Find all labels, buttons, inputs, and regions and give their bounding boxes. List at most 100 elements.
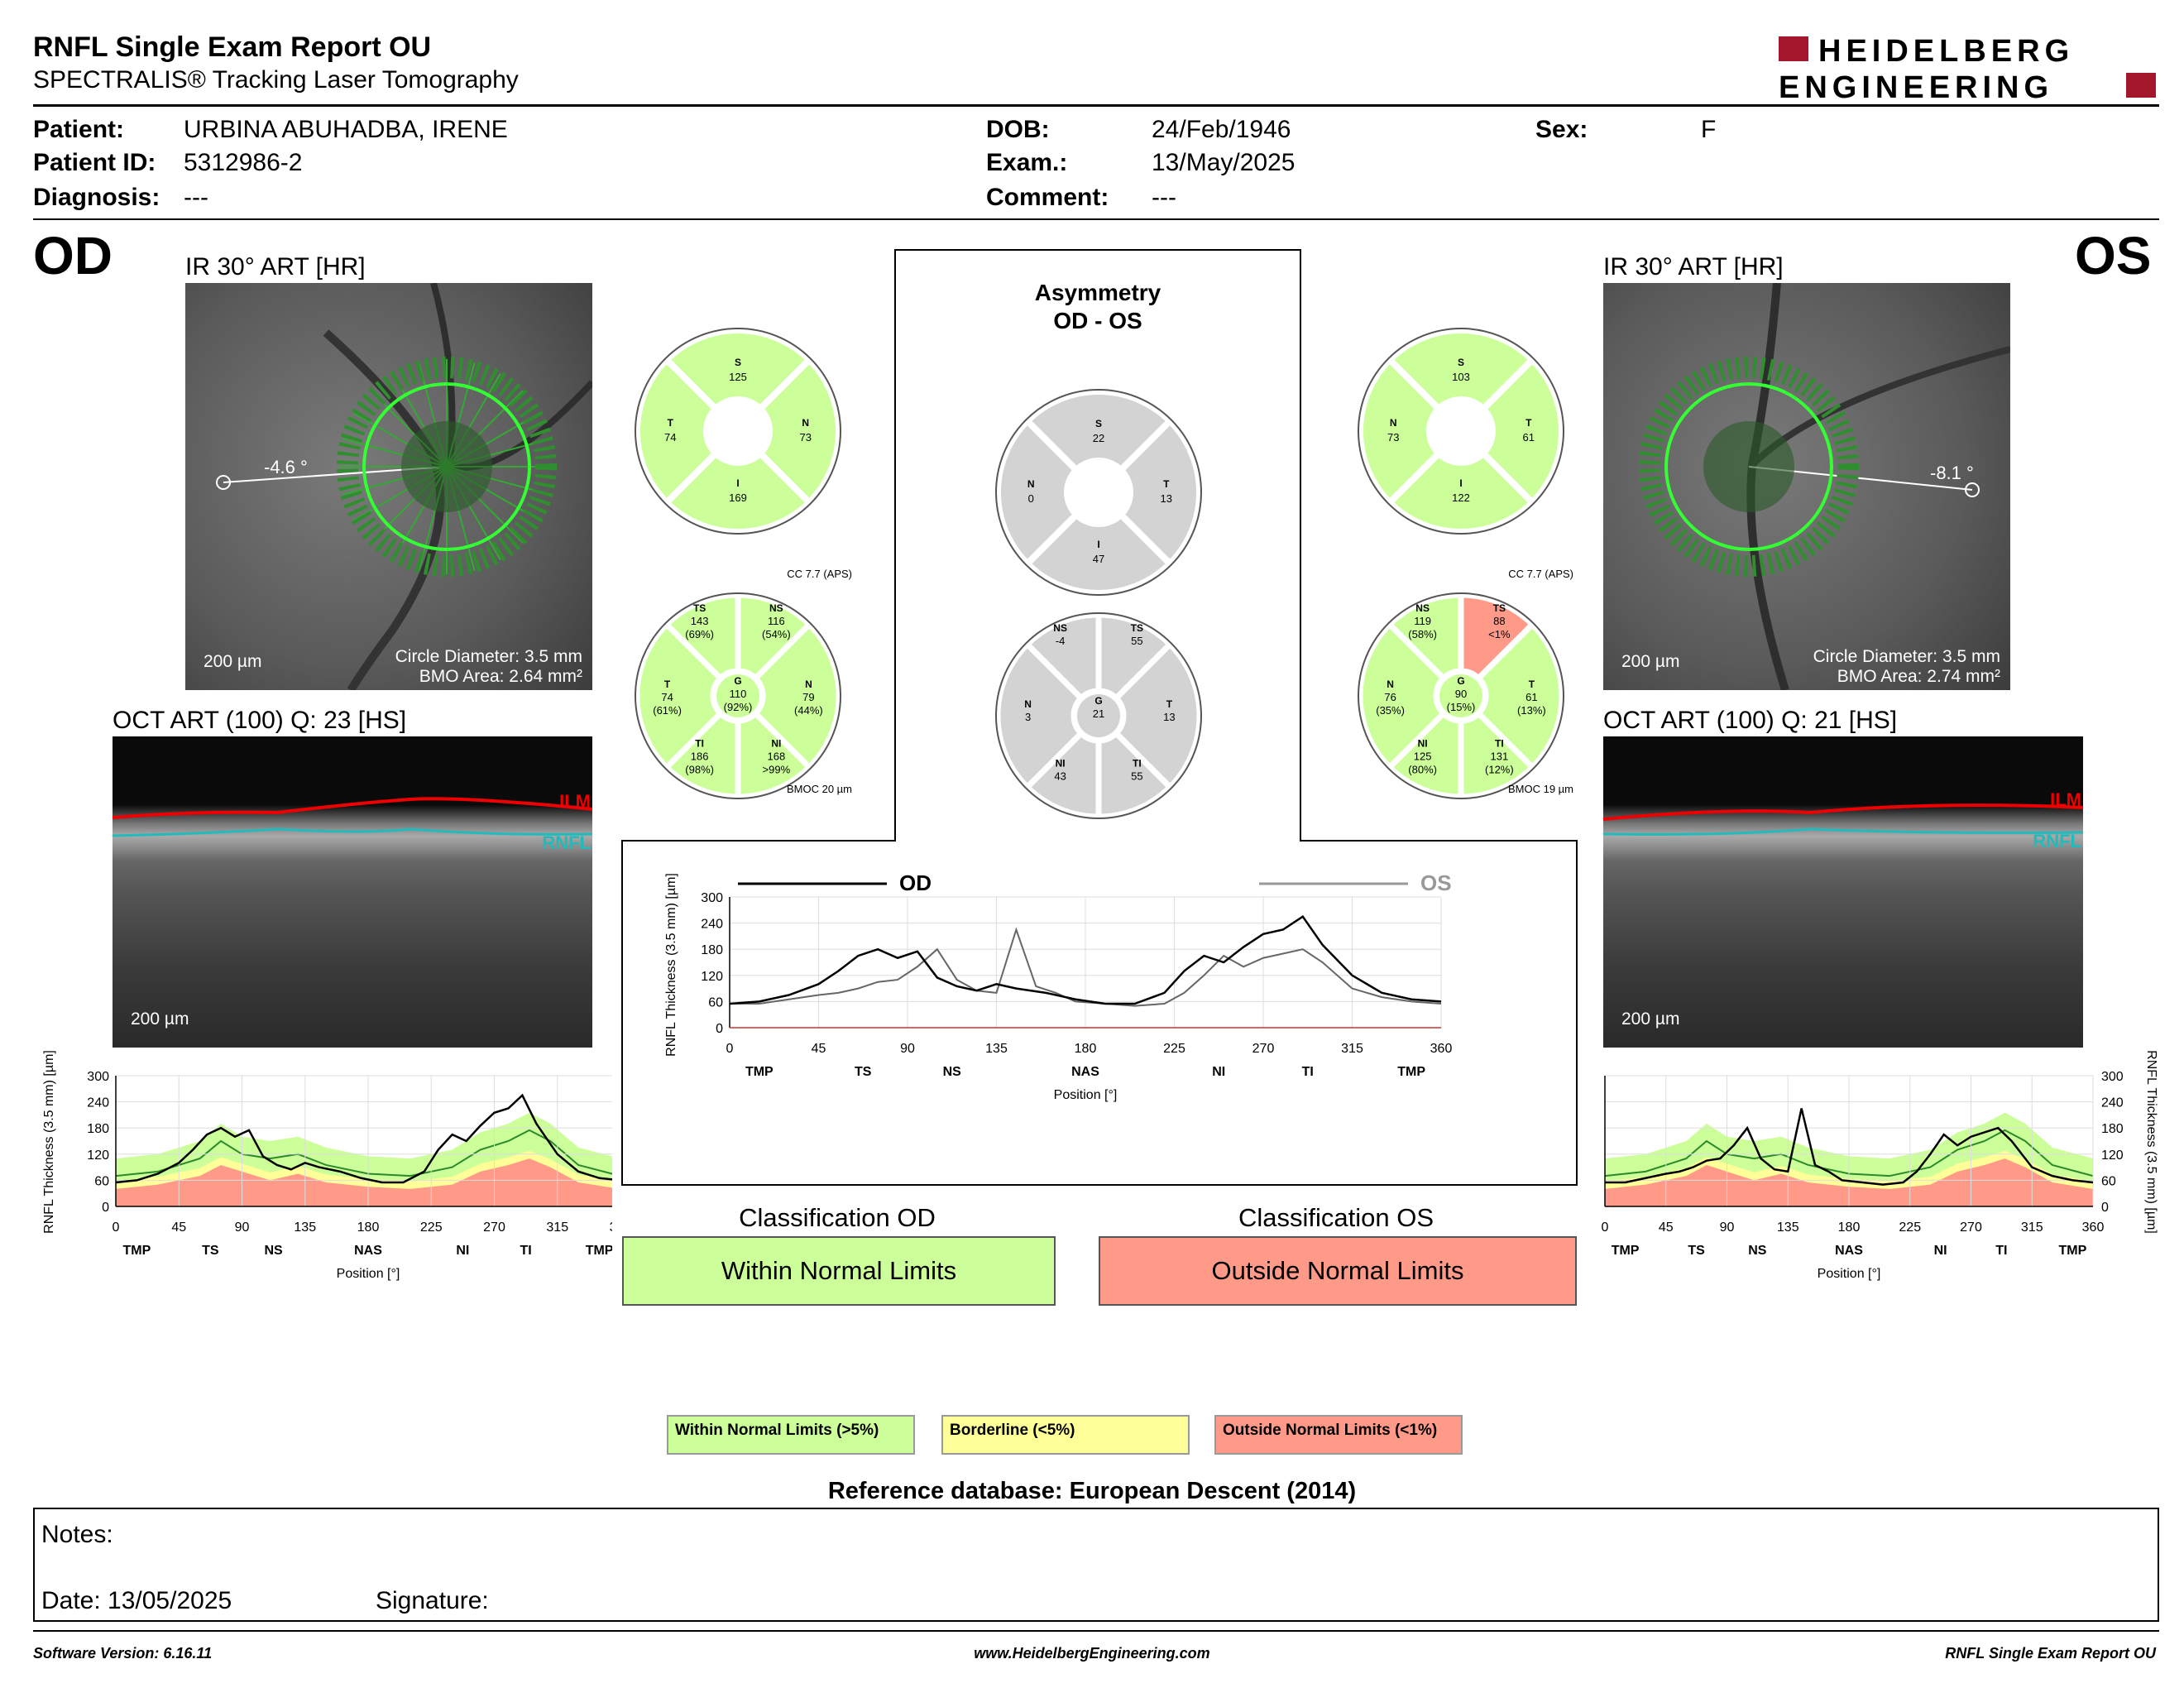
sector-name: G [1094, 695, 1102, 707]
sector-value: 119 [1414, 615, 1431, 627]
website: www.HeidelbergEngineering.com [974, 1645, 1210, 1662]
x-tick-label: 360 [2082, 1220, 2105, 1235]
diagram-outline [635, 592, 841, 799]
notes-box[interactable]: Notes: Date: 13/05/2025 Signature: [33, 1508, 2159, 1622]
logo-line1: HEIDELBERG [1818, 34, 2074, 69]
sector-NI [1023, 729, 1102, 820]
x-tick-label: 225 [1899, 1220, 1921, 1235]
os-bmo-area: BMO Area: 2.74 mm² [1837, 667, 2000, 686]
sector-percent: (98%) [685, 764, 714, 776]
region-label: NAS [354, 1244, 382, 1258]
diagnosis-value: --- [184, 184, 208, 211]
sector-name: N [1024, 698, 1032, 710]
sector-value: 103 [1452, 371, 1470, 383]
sector-value: 22 [1093, 432, 1104, 444]
sector-G [1439, 674, 1482, 717]
od-fundus-overlay: -4.6 ° [216, 283, 592, 690]
x-axis-label: Position [°] [1818, 1267, 1881, 1281]
center-thickness-graph: 0 45 90 135 180 225 270 315 360 300 240 180 120 60 0 TM… [664, 870, 1453, 1102]
os-oct-caption: OCT ART (100) Q: 21 [HS] [1603, 707, 1898, 734]
sector-value: 90 [1455, 688, 1467, 700]
sector-name: T [1163, 478, 1170, 490]
sector-percent: (13%) [1517, 704, 1546, 717]
x-tick-label: 315 [1341, 1042, 1363, 1056]
sector-name: G [1457, 675, 1464, 687]
x-tick-label: 0 [1602, 1220, 1609, 1235]
sector-name: T [1529, 679, 1535, 690]
os-bmoc-label: BMOC 19 µm [1508, 783, 1573, 795]
x-tick-label: 45 [812, 1042, 826, 1056]
x-tick-label: 0 [113, 1220, 120, 1235]
sector-value: 73 [1387, 431, 1399, 444]
od-quadrant-diagram: S 125 I 169 T 74 N 73 [634, 327, 842, 535]
classification-os-value: Outside Normal Limits [1211, 1256, 1464, 1285]
sector-value: 21 [1093, 707, 1104, 720]
region-label: NS [265, 1244, 284, 1258]
dob-label: DOB: [986, 116, 1050, 143]
sector-percent: (92%) [724, 701, 753, 713]
od-fundus-image: -4.6 ° 200 µm Circle Diameter: 3.5 mm BM… [185, 283, 592, 690]
sector-value: 131 [1491, 750, 1509, 763]
sector-TS [1458, 592, 1537, 683]
od-oct-scale: 200 µm [131, 1009, 189, 1029]
x-tick-label: 45 [171, 1220, 186, 1235]
od-thickness-graph: 04590135180225270315360300240180120600TM… [42, 1051, 612, 1281]
legend-wnl: Within Normal Limits (>5%) [667, 1415, 915, 1455]
x-tick-label: 0 [726, 1042, 734, 1056]
sector-N [1357, 355, 1444, 507]
sector-TS [1095, 611, 1175, 703]
sex-label: Sex: [1535, 116, 1588, 143]
region-label: NI [1934, 1244, 1947, 1258]
od-legend-label: OD [899, 870, 932, 895]
region-label: TI [1995, 1244, 2007, 1258]
sector-name: NI [771, 738, 781, 750]
sector-I [1385, 448, 1537, 535]
sector-name: TI [1133, 758, 1142, 770]
region-label: TMP [745, 1065, 774, 1079]
y-tick-label: 0 [102, 1201, 109, 1215]
sector-value: 73 [800, 431, 812, 444]
report-subtitle: SPECTRALIS® Tracking Laser Tomography [33, 66, 519, 94]
sector-T [634, 620, 725, 772]
sector-percent: (80%) [1408, 764, 1437, 776]
asymmetry-title: Asymmetry [1034, 280, 1161, 305]
classification-od-value: Within Normal Limits [721, 1256, 957, 1285]
sector-name: NI [1056, 758, 1066, 770]
sector-NS [1385, 592, 1464, 683]
sector-value: 47 [1093, 553, 1104, 565]
sex-value: F [1701, 116, 1717, 143]
diagram-outline [1358, 592, 1564, 799]
x-tick-label: 180 [1075, 1042, 1097, 1056]
x-tick-label: 360 [1430, 1042, 1453, 1056]
sector-name: I [1097, 539, 1099, 550]
x-tick-label: 225 [1163, 1042, 1185, 1056]
x-tick-label: 270 [1960, 1220, 1982, 1235]
software-version: Software Version: 6.16.11 [33, 1645, 213, 1662]
od-rnfl-label: RNFL [542, 832, 591, 853]
os-cc-label: CC 7.7 (APS) [1508, 568, 1573, 580]
x-tick-label: 315 [2021, 1220, 2043, 1235]
region-label: NS [943, 1065, 962, 1079]
sector-value: 143 [691, 615, 709, 627]
sector-value: 74 [661, 691, 673, 703]
sector-name: N [805, 679, 812, 690]
os-angle: -8.1 ° [1930, 463, 1974, 483]
region-label: TI [1302, 1065, 1314, 1079]
sector-value: 55 [1131, 770, 1142, 783]
x-tick-label: 270 [1252, 1042, 1275, 1056]
sector-T [634, 355, 721, 507]
od-ilm-label: ILM [559, 791, 591, 812]
patient-id-label: Patient ID: [33, 149, 156, 176]
x-tick-label: 315 [546, 1220, 568, 1235]
od-oct-lines [113, 797, 592, 837]
sector-N [994, 640, 1085, 792]
sector-percent: (54%) [762, 628, 791, 640]
diagnosis-label: Diagnosis: [33, 184, 160, 211]
signature-label[interactable]: Signature: [376, 1587, 489, 1614]
sector-name: TI [1495, 738, 1504, 750]
sector-percent: (35%) [1376, 704, 1405, 717]
sector-NI [735, 709, 814, 800]
legend-onl: Outside Normal Limits (<1%) [1214, 1415, 1463, 1455]
x-tick-label: 135 [1777, 1220, 1799, 1235]
od-ir-caption: IR 30° ART [HR] [185, 253, 366, 281]
